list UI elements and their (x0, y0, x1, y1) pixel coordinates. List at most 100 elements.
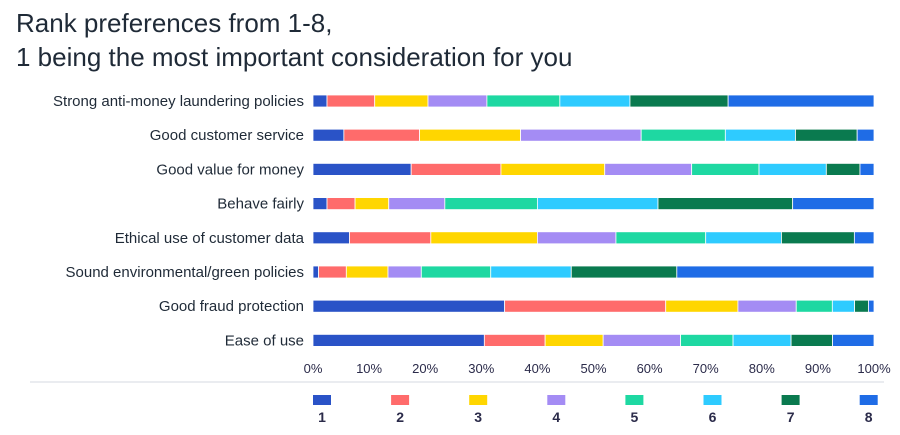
category-label: Sound environmental/green policies (66, 264, 304, 281)
x-tick-label: 40% (524, 361, 550, 376)
x-axis-ticks: 0% 10% 20% 30% 40% 50% 60% 70% 80% 90% 100% (304, 361, 891, 376)
bar-segment-rank-6 (537, 197, 659, 211)
bar-segment-rank-6 (758, 162, 827, 176)
bar-segment-rank-4 (388, 197, 446, 211)
bar-segment-rank-7 (629, 94, 729, 108)
bar-segment-rank-6 (490, 265, 572, 279)
x-tick-label: 90% (805, 361, 831, 376)
bar-segment-rank-2 (326, 197, 356, 211)
x-tick-label: 60% (637, 361, 663, 376)
x-tick-label: 50% (580, 361, 606, 376)
bar-segment-rank-2 (410, 162, 502, 176)
bar-segment-rank-3 (665, 299, 739, 313)
bar-segment-rank-3 (430, 231, 538, 245)
bar-segment-rank-8 (859, 162, 875, 176)
bar-segment-rank-7 (790, 333, 833, 347)
bar-segment-rank-5 (680, 333, 734, 347)
legend: 1 2 3 4 5 6 7 8 (313, 395, 878, 425)
legend-swatch-rank-6 (703, 395, 722, 405)
bar-segment-rank-7 (854, 299, 869, 313)
bar-segment-rank-6 (732, 333, 792, 347)
bar-segment-rank-3 (354, 197, 390, 211)
bar-segment-rank-1 (312, 128, 345, 142)
bar-segment-rank-1 (312, 299, 506, 313)
chart-title-line-2: 1 being the most important consideration… (16, 42, 572, 72)
category-label: Good value for money (156, 161, 304, 178)
bar-segment-rank-8 (832, 333, 875, 347)
legend-label-rank-8: 8 (865, 409, 873, 425)
legend-label-rank-7: 7 (787, 409, 795, 425)
bar-segment-rank-5 (795, 299, 833, 313)
legend-label-rank-6: 6 (709, 409, 717, 425)
bar-segment-rank-5 (615, 231, 707, 245)
bar-segment-rank-8 (853, 231, 875, 245)
bar-segment-rank-6 (724, 128, 796, 142)
bar-segment-rank-6 (705, 231, 782, 245)
bar-segment-rank-2 (326, 94, 376, 108)
legend-swatch-rank-7 (781, 395, 800, 405)
legend-swatch-rank-8 (859, 395, 878, 405)
legend-swatch-rank-5 (625, 395, 644, 405)
bar-segment-rank-2 (349, 231, 432, 245)
chart-title-line-1: Rank preferences from 1-8, (16, 8, 332, 38)
legend-label-rank-4: 4 (552, 409, 560, 425)
bar-segment-rank-2 (504, 299, 667, 313)
bar-segment-rank-1 (312, 231, 350, 245)
bar-segment-rank-5 (420, 265, 492, 279)
x-tick-label: 70% (693, 361, 719, 376)
bar-segment-rank-2 (318, 265, 347, 279)
x-tick-label: 100% (857, 361, 891, 376)
category-label: Ethical use of customer data (115, 230, 305, 247)
bar-segment-rank-1 (312, 162, 412, 176)
x-tick-label: 80% (749, 361, 775, 376)
bar-segment-rank-4 (387, 265, 422, 279)
category-label: Good customer service (150, 127, 304, 144)
x-tick-label: 20% (412, 361, 438, 376)
legend-swatch-rank-3 (469, 395, 488, 405)
bar-segment-rank-7 (570, 265, 678, 279)
bar-segment-rank-8 (868, 299, 875, 313)
x-tick-label: 10% (356, 361, 382, 376)
bar-segment-rank-2 (483, 333, 546, 347)
bar-segment-rank-3 (500, 162, 606, 176)
bar-segment-rank-1 (312, 265, 319, 279)
bar-segment-rank-1 (312, 94, 328, 108)
x-tick-label: 0% (304, 361, 323, 376)
bar-segment-rank-6 (831, 299, 855, 313)
category-label: Behave fairly (217, 196, 304, 213)
bar-segment-rank-5 (691, 162, 760, 176)
legend-swatch-rank-4 (547, 395, 566, 405)
bar-segment-rank-3 (374, 94, 429, 108)
category-labels: Strong anti-money laundering policies Goo… (53, 93, 305, 349)
bar-segment-rank-4 (604, 162, 693, 176)
bar-segment-rank-7 (657, 197, 794, 211)
legend-swatch-rank-1 (313, 395, 331, 405)
bar-segment-rank-4 (737, 299, 797, 313)
bar-segment-rank-8 (856, 128, 875, 142)
bar-segment-rank-7 (781, 231, 855, 245)
bar-segments (312, 94, 875, 347)
legend-label-rank-5: 5 (631, 409, 639, 425)
bar-segment-rank-8 (676, 265, 875, 279)
bar-segment-rank-7 (795, 128, 858, 142)
category-label: Ease of use (225, 332, 304, 349)
category-label: Good fraud protection (159, 298, 304, 315)
bar-segment-rank-8 (727, 94, 875, 108)
bar-segment-rank-1 (312, 333, 485, 347)
bar-segment-rank-4 (520, 128, 642, 142)
bar-segment-rank-2 (343, 128, 420, 142)
bar-segment-rank-5 (640, 128, 726, 142)
category-label: Strong anti-money laundering policies (53, 93, 304, 110)
bar-segment-rank-3 (345, 265, 389, 279)
bar-segment-rank-7 (825, 162, 861, 176)
legend-label-rank-2: 2 (396, 409, 404, 425)
bar-segment-rank-8 (792, 197, 875, 211)
x-tick-label: 30% (468, 361, 494, 376)
bar-segment-rank-1 (312, 197, 328, 211)
bar-segment-rank-5 (444, 197, 538, 211)
bar-segment-rank-3 (419, 128, 521, 142)
bar-segment-rank-5 (486, 94, 561, 108)
bar-segment-rank-4 (602, 333, 681, 347)
legend-label-rank-1: 1 (318, 409, 326, 425)
